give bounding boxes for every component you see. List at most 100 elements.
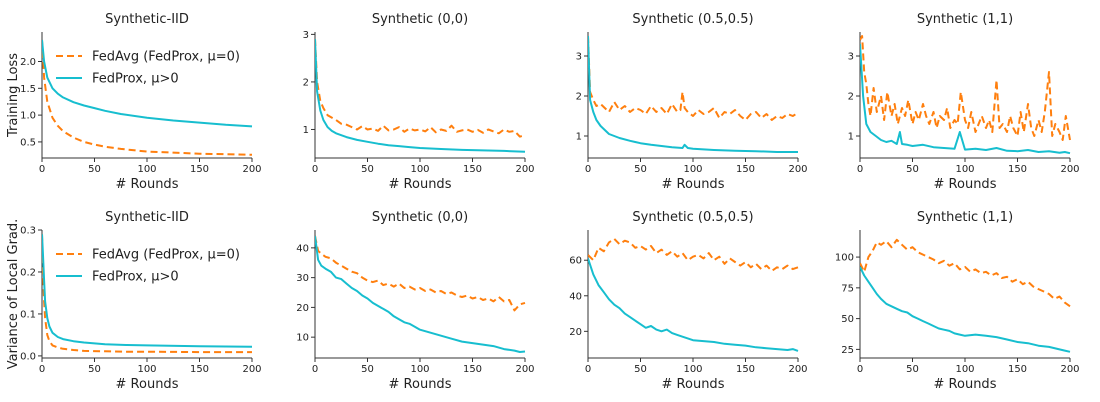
x-tick-label: 150 (190, 164, 209, 175)
x-tick-label: 100 (955, 364, 974, 375)
x-tick-label: 200 (1060, 164, 1079, 175)
x-tick-label: 150 (736, 164, 755, 175)
y-tick-label: 10 (296, 333, 309, 344)
panel-1: Synthetic-IID 0 50 100 150 200 0.5 1.0 1.5 2.0 # R… (6, 12, 262, 192)
panel-title: Synthetic (0.5,0.5) (632, 210, 753, 225)
legend-fedprox-label: FedProx, μ>0 (92, 72, 179, 87)
x-tick-label: 200 (515, 164, 534, 175)
y-tick-label: 1 (848, 132, 854, 143)
fedprox-series-line (588, 258, 799, 352)
x-tick-label: 0 (585, 364, 591, 375)
panel-8: Synthetic (1,1) 0 50 100 150 200 25 50 75 100 # Ro… (835, 210, 1080, 392)
x-tick-label: 100 (955, 164, 974, 175)
fedavg-series-line (42, 234, 252, 354)
x-tick-label: 100 (410, 164, 429, 175)
fedprox-series-line (42, 39, 253, 128)
x-axis-label: # Rounds (662, 177, 725, 192)
x-tick-label: 50 (361, 164, 374, 175)
x-tick-label: 100 (683, 164, 702, 175)
y-axis-label: Training Loss (6, 53, 21, 138)
y-tick-label: 50 (841, 314, 854, 325)
x-tick-label: 150 (463, 364, 482, 375)
y-tick-label: 2 (848, 92, 854, 103)
legend-fedavg-label: FedAvg (FedProx, μ=0) (92, 50, 240, 65)
x-tick-label: 150 (463, 164, 482, 175)
fedprox-series-line (42, 234, 253, 348)
y-tick-label: 40 (296, 243, 309, 254)
panel-2: Synthetic (0,0) 0 50 100 150 200 1 2 3 # Rounds (303, 12, 535, 192)
y-tick-label: 20 (296, 303, 309, 314)
x-tick-label: 100 (683, 364, 702, 375)
fedavg-series-line (588, 237, 799, 272)
panel-4: Synthetic (1,1) 0 50 100 150 200 1 2 3 # Rounds (848, 12, 1080, 192)
y-tick-label: 1.5 (20, 84, 36, 95)
y-tick-label: 0.2 (20, 267, 36, 278)
y-axis-label: Variance of Local Grad. (6, 219, 21, 370)
x-axis-label: # Rounds (934, 377, 997, 392)
x-tick-label: 200 (242, 364, 261, 375)
y-tick-label: 2 (303, 77, 309, 88)
x-tick-label: 50 (634, 164, 647, 175)
y-tick-label: 2.0 (20, 57, 36, 68)
fedavg-series-line (860, 35, 1071, 141)
y-tick-label: 2 (576, 92, 582, 103)
x-tick-label: 100 (410, 364, 429, 375)
y-tick-label: 0.1 (20, 309, 36, 320)
x-tick-label: 0 (39, 164, 45, 175)
x-tick-label: 150 (1008, 364, 1027, 375)
y-tick-label: 3 (303, 30, 309, 41)
x-tick-label: 150 (1008, 164, 1027, 175)
y-tick-label: 1 (576, 132, 582, 143)
y-tick-label: 1.0 (20, 111, 36, 122)
panel-title: Synthetic (0,0) (372, 12, 468, 27)
fedprox-series-line (860, 43, 1071, 155)
x-tick-label: 200 (1060, 364, 1079, 375)
panel-3: Synthetic (0.5,0.5) 0 50 100 150 200 1 2 3 # Roun… (576, 12, 808, 192)
y-tick-label: 3 (576, 52, 582, 63)
fedavg-series-line (860, 238, 1071, 308)
fedavg-series-line (315, 235, 526, 312)
panel-6: Synthetic (0,0) 0 50 100 150 200 10 20 30 40 # Rou… (296, 210, 534, 392)
y-tick-label: 20 (569, 327, 582, 338)
x-tick-label: 150 (736, 364, 755, 375)
y-tick-label: 0.5 (20, 137, 36, 148)
x-axis-label: # Rounds (662, 377, 725, 392)
y-tick-label: 100 (835, 253, 854, 264)
legend: FedAvg (FedProx, μ=0) FedProx, μ>0 (56, 50, 240, 87)
y-tick-label: 3 (848, 52, 854, 63)
panel-7: Synthetic (0.5,0.5) 0 50 100 150 200 20 40 60 # R… (569, 210, 807, 392)
fedprox-series-line (860, 266, 1071, 353)
x-tick-label: 200 (242, 164, 261, 175)
legend-fedprox-label: FedProx, μ>0 (92, 270, 179, 285)
x-axis-label: # Rounds (116, 177, 179, 192)
x-tick-label: 50 (88, 164, 101, 175)
fedavg-series-line (588, 35, 799, 121)
x-tick-label: 200 (788, 364, 807, 375)
y-tick-label: 0.0 (20, 351, 36, 362)
y-tick-label: 1 (303, 125, 309, 136)
panel-title: Synthetic-IID (105, 12, 189, 27)
y-tick-label: 60 (569, 256, 582, 267)
panel-title: Synthetic (1,1) (917, 12, 1013, 27)
x-tick-label: 150 (190, 364, 209, 375)
x-tick-label: 0 (857, 164, 863, 175)
x-tick-label: 100 (137, 164, 156, 175)
fedprox-series-line (588, 35, 798, 153)
panel-title: Synthetic (1,1) (917, 210, 1013, 225)
y-tick-label: 40 (569, 291, 582, 302)
panel-title: Synthetic-IID (105, 210, 189, 225)
panel-title: Synthetic (0.5,0.5) (632, 12, 753, 27)
y-tick-label: 25 (841, 345, 854, 356)
fedprox-series-line (315, 39, 526, 153)
legend: FedAvg (FedProx, μ=0) FedProx, μ>0 (56, 248, 240, 285)
fedavg-series-line (315, 39, 526, 138)
x-tick-label: 50 (88, 364, 101, 375)
x-tick-label: 0 (857, 364, 863, 375)
x-tick-label: 0 (312, 164, 318, 175)
x-tick-label: 50 (361, 364, 374, 375)
x-tick-label: 200 (788, 164, 807, 175)
x-tick-label: 200 (515, 364, 534, 375)
x-tick-label: 0 (585, 164, 591, 175)
y-tick-label: 0.3 (20, 226, 36, 237)
